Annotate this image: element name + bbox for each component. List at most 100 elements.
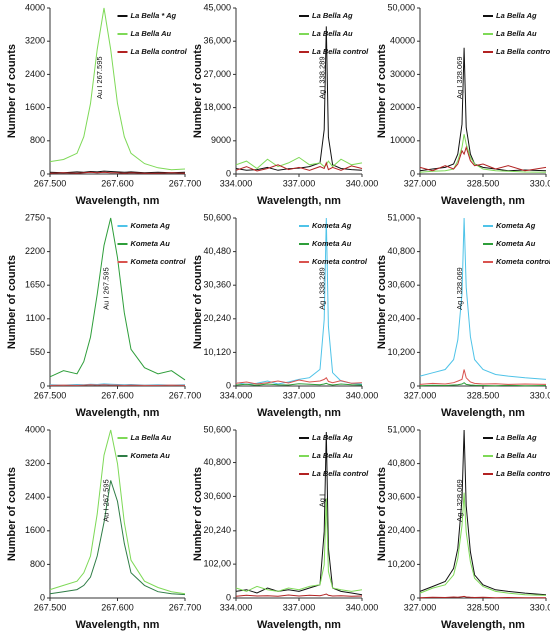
y-tick-label: 3200 bbox=[25, 36, 45, 46]
y-tick-label: 40,800 bbox=[203, 457, 231, 467]
y-axis-label: Number of counts bbox=[376, 467, 388, 561]
x-tick-label: 267.700 bbox=[169, 390, 202, 400]
y-tick-label: 30,360 bbox=[203, 280, 231, 290]
peak-annotation: Ag I 328.069 bbox=[455, 56, 464, 99]
series-line bbox=[419, 429, 547, 596]
y-tick-label: 2400 bbox=[25, 492, 45, 502]
y-tick-label: 0 bbox=[40, 592, 45, 602]
y-tick-label: 1650 bbox=[25, 280, 45, 290]
series-line bbox=[419, 134, 547, 173]
y-tick-label: 30,600 bbox=[203, 491, 231, 501]
peak-annotation: Au I 267.595 bbox=[102, 479, 111, 522]
x-tick-label: 328.500 bbox=[467, 178, 500, 188]
x-axis-label: Wavelength, nm bbox=[441, 195, 525, 207]
y-tick-label: 51,000 bbox=[387, 424, 415, 434]
y-tick-label: 1600 bbox=[25, 102, 45, 112]
y-tick-label: 0 bbox=[410, 168, 415, 178]
series-line bbox=[419, 492, 547, 596]
y-tick-label: 20000 bbox=[390, 102, 415, 112]
peak-annotation: Au I 267.595 bbox=[102, 267, 111, 310]
legend-label: La Bella control bbox=[496, 469, 550, 478]
x-tick-label: 340.000 bbox=[346, 390, 379, 400]
x-axis-label: Wavelength, nm bbox=[257, 407, 341, 419]
x-tick-label: 334.000 bbox=[220, 390, 253, 400]
y-axis-label: Number of counts bbox=[376, 44, 388, 138]
series-line bbox=[419, 217, 547, 380]
x-tick-label: 267.600 bbox=[101, 390, 134, 400]
legend-label: La Bella Au bbox=[496, 451, 537, 460]
legend-label: La Bella control bbox=[312, 469, 369, 478]
y-tick-label: 10000 bbox=[390, 135, 415, 145]
y-tick-label: 50,600 bbox=[203, 424, 231, 434]
series-line bbox=[419, 47, 547, 172]
legend-label: Kometa control bbox=[131, 257, 187, 266]
y-tick-label: 0 bbox=[226, 380, 231, 390]
y-tick-label: 0 bbox=[226, 168, 231, 178]
y-tick-label: 0 bbox=[226, 592, 231, 602]
series-line bbox=[49, 171, 186, 174]
x-tick-label: 267.500 bbox=[34, 178, 67, 188]
series-line bbox=[235, 498, 363, 592]
legend-label: La Bella Au bbox=[312, 29, 353, 38]
y-tick-label: 800 bbox=[30, 135, 45, 145]
y-tick-label: 40,480 bbox=[203, 246, 231, 256]
x-tick-label: 267.600 bbox=[101, 602, 134, 612]
x-tick-label: 267.700 bbox=[169, 602, 202, 612]
x-tick-label: 340.000 bbox=[346, 602, 379, 612]
y-axis-label: Number of counts bbox=[192, 44, 204, 138]
y-tick-label: 18,000 bbox=[203, 102, 231, 112]
peak-annotation: Au I 267.595 bbox=[95, 56, 104, 99]
legend-label: La Bella control bbox=[131, 47, 188, 56]
y-tick-label: 102,00 bbox=[203, 559, 231, 569]
x-tick-label: 330.000 bbox=[530, 178, 550, 188]
y-axis-label: Number of counts bbox=[376, 255, 388, 349]
x-tick-label: 267.500 bbox=[34, 390, 67, 400]
legend-label: La Bella Au bbox=[131, 29, 172, 38]
legend-label: Kometa Au bbox=[131, 451, 171, 460]
y-tick-label: 30,600 bbox=[387, 280, 415, 290]
y-axis-label: Number of counts bbox=[6, 255, 18, 349]
x-tick-label: 267.700 bbox=[169, 178, 202, 188]
y-tick-label: 10,200 bbox=[387, 559, 415, 569]
series-line bbox=[49, 217, 186, 381]
legend-label: Kometa control bbox=[496, 257, 550, 266]
legend-label: Kometa Au bbox=[496, 239, 536, 248]
series-line bbox=[235, 431, 363, 596]
x-tick-label: 267.600 bbox=[101, 178, 134, 188]
x-axis-label: Wavelength, nm bbox=[257, 195, 341, 207]
x-tick-label: 327.000 bbox=[404, 602, 437, 612]
series-line bbox=[419, 369, 547, 385]
y-axis-label: Number of counts bbox=[6, 44, 18, 138]
legend-label: La Bella control bbox=[496, 47, 550, 56]
series-line bbox=[235, 156, 363, 170]
x-tick-label: 328.500 bbox=[467, 602, 500, 612]
x-tick-label: 340.000 bbox=[346, 178, 379, 188]
y-tick-label: 20,240 bbox=[203, 525, 231, 535]
legend-label: La Bella Au bbox=[312, 451, 353, 460]
peak-annotation: Ag I 328.069 bbox=[455, 479, 464, 522]
legend-label: La Bella Ag bbox=[496, 11, 537, 20]
y-tick-label: 800 bbox=[30, 559, 45, 569]
y-tick-label: 20,400 bbox=[387, 525, 415, 535]
legend-label: Kometa Ag bbox=[131, 221, 171, 230]
y-tick-label: 20,400 bbox=[387, 313, 415, 323]
x-tick-label: 327.000 bbox=[404, 390, 437, 400]
x-tick-label: 330.000 bbox=[530, 602, 550, 612]
series-line bbox=[49, 384, 186, 386]
y-tick-label: 30000 bbox=[390, 69, 415, 79]
series-line bbox=[49, 429, 186, 595]
y-tick-label: 550 bbox=[30, 347, 45, 357]
y-tick-label: 50,600 bbox=[203, 212, 231, 222]
series-line bbox=[419, 382, 547, 387]
y-tick-label: 1600 bbox=[25, 525, 45, 535]
legend-label: Kometa Ag bbox=[496, 221, 536, 230]
y-axis-label: Number of counts bbox=[192, 255, 204, 349]
y-tick-label: 45,000 bbox=[203, 2, 231, 12]
legend-label: Kometa Ag bbox=[312, 221, 352, 230]
x-tick-label: 334.000 bbox=[220, 602, 253, 612]
series-line bbox=[235, 376, 363, 385]
series-line bbox=[49, 480, 186, 596]
peak-annotation: Ag I bbox=[317, 494, 326, 507]
x-tick-label: 337.000 bbox=[283, 602, 316, 612]
series-line bbox=[49, 170, 186, 174]
